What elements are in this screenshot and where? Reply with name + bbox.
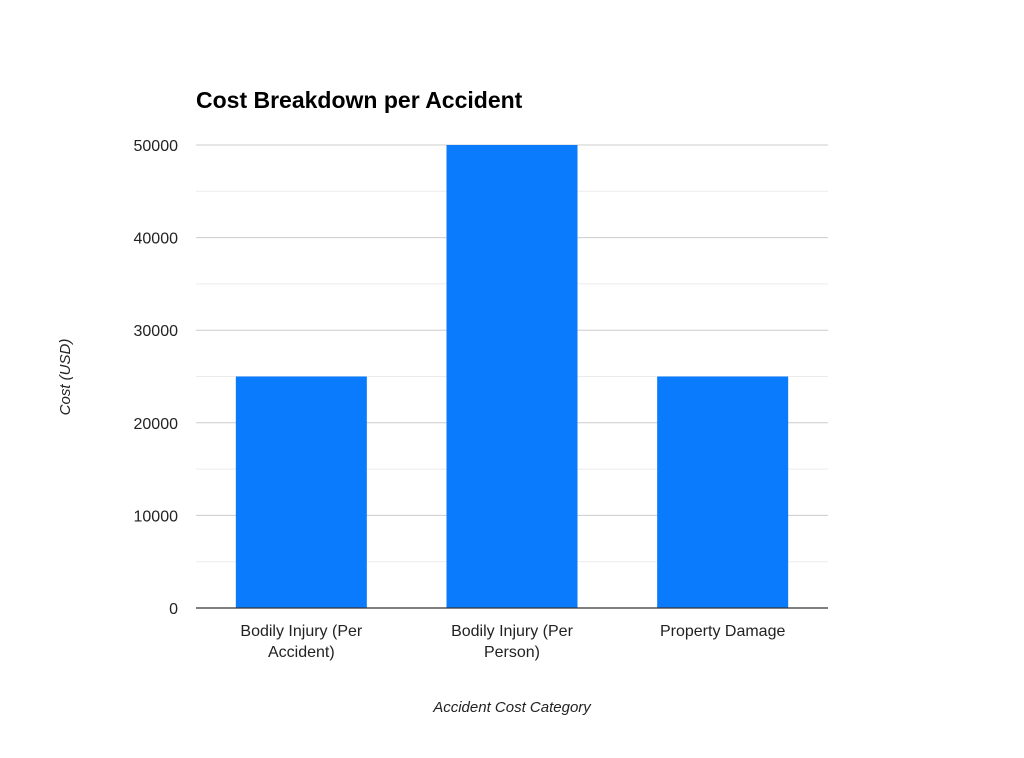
x-tick-label-line: Person) bbox=[484, 644, 540, 661]
bar bbox=[657, 376, 789, 608]
y-axis-ticks: 0 10000 20000 30000 40000 50000 bbox=[134, 138, 179, 618]
x-tick-label-line: Accident) bbox=[268, 644, 335, 661]
x-tick-label: Property Damage bbox=[660, 623, 785, 640]
x-axis-ticks: Bodily Injury (Per Accident)Bodily Injury… bbox=[240, 623, 785, 661]
x-tick-label: Bodily Injury (Per Person) bbox=[451, 623, 573, 661]
bars bbox=[235, 145, 789, 608]
y-tick-label: 0 bbox=[169, 601, 178, 618]
x-tick-label-line: Bodily Injury (Per bbox=[451, 623, 573, 640]
y-tick-label: 50000 bbox=[134, 138, 179, 155]
y-tick-label: 30000 bbox=[134, 323, 179, 340]
x-tick-label-line: Property Damage bbox=[660, 623, 785, 640]
y-tick-label: 10000 bbox=[134, 508, 179, 525]
bar bbox=[235, 376, 367, 608]
y-tick-label: 20000 bbox=[134, 416, 179, 433]
chart-title: Cost Breakdown per Accident bbox=[196, 87, 523, 113]
bar bbox=[446, 145, 578, 608]
x-axis-title: Accident Cost Category bbox=[432, 699, 592, 716]
x-tick-label-line: Bodily Injury (Per bbox=[240, 623, 362, 640]
y-axis-title: Cost (USD) bbox=[57, 339, 74, 416]
x-tick-label: Bodily Injury (Per Accident) bbox=[240, 623, 362, 661]
y-tick-label: 40000 bbox=[134, 231, 179, 248]
